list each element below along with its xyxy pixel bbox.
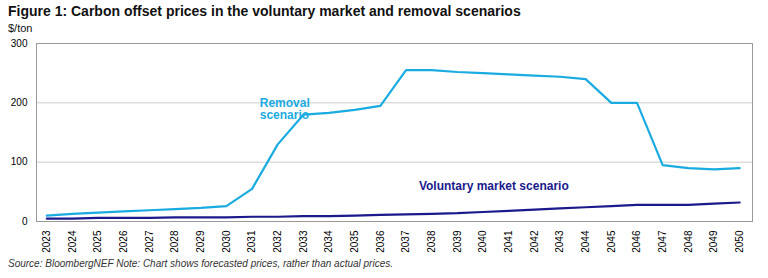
svg-text:2045: 2045 (606, 230, 617, 253)
svg-text:2044: 2044 (580, 230, 591, 253)
svg-text:2038: 2038 (426, 230, 437, 253)
svg-text:2029: 2029 (195, 230, 206, 253)
svg-text:2026: 2026 (118, 230, 129, 253)
svg-text:0: 0 (22, 216, 28, 227)
svg-text:2041: 2041 (503, 230, 514, 253)
svg-text:2040: 2040 (477, 230, 488, 253)
svg-text:2048: 2048 (683, 230, 694, 253)
svg-text:Removalscenario: Removalscenario (260, 96, 310, 122)
svg-text:2025: 2025 (92, 230, 103, 253)
svg-text:100: 100 (11, 156, 28, 167)
svg-text:2050: 2050 (734, 230, 745, 253)
html-text:$/ton: $/ton (8, 22, 33, 34)
svg-text:2027: 2027 (144, 230, 155, 253)
svg-text:2039: 2039 (452, 230, 463, 253)
svg-text:2043: 2043 (554, 230, 565, 253)
svg-text:2032: 2032 (272, 230, 283, 253)
svg-text:2024: 2024 (67, 230, 78, 253)
html-text:Figure 1: Carbon offset prices: Figure 1: Carbon offset prices in the vo… (8, 3, 521, 19)
svg-text:2033: 2033 (298, 230, 309, 253)
svg-text:200: 200 (11, 97, 28, 108)
svg-text:2023: 2023 (41, 230, 52, 253)
svg-text:2047: 2047 (657, 230, 668, 253)
svg-text:2049: 2049 (708, 230, 719, 253)
svg-text:2030: 2030 (221, 230, 232, 253)
svg-text:2046: 2046 (631, 230, 642, 253)
svg-text:Voluntary market scenario: Voluntary market scenario (419, 179, 569, 193)
svg-text:2037: 2037 (400, 230, 411, 253)
svg-text:300: 300 (11, 38, 28, 49)
svg-text:2035: 2035 (349, 230, 360, 253)
svg-text:2028: 2028 (169, 230, 180, 253)
svg-text:2031: 2031 (246, 230, 257, 253)
svg-text:2042: 2042 (529, 230, 540, 253)
svg-text:2036: 2036 (375, 230, 386, 253)
html-text:Source: BloombergNEF Note: Cha: Source: BloombergNEF Note: Chart shows f… (8, 258, 393, 269)
svg-text:2034: 2034 (323, 230, 334, 253)
